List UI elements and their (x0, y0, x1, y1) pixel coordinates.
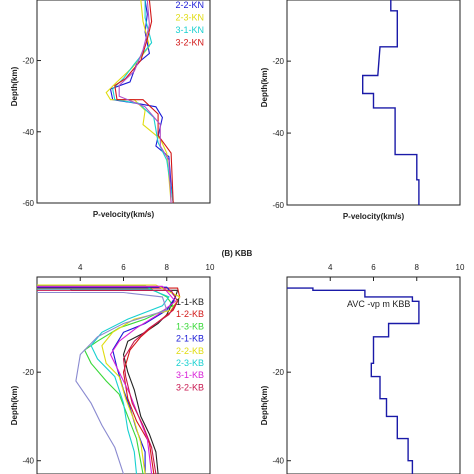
x-tick-label: 6 (371, 263, 376, 272)
series-line-3-1-KN (112, 0, 174, 204)
series-line-2-2-KN (109, 0, 174, 204)
legend-entry: 1-1-KB (176, 297, 204, 307)
legend-entry: 3-2-KN (175, 38, 204, 48)
legend-entry: 2-2-KB (176, 346, 204, 356)
y-tick-label: -40 (22, 457, 34, 466)
x-tick-label: 8 (415, 263, 420, 272)
y-tick-label: -20 (272, 368, 284, 377)
plot-frame (36, 0, 211, 204)
section-label: (B) KBB (222, 249, 253, 258)
x-tick-label: 10 (456, 263, 465, 272)
series-line-2-3-KB (37, 288, 170, 474)
panel-bottom-right (286, 276, 461, 474)
y-tick-label: -40 (272, 457, 284, 466)
series-line-3-2-KB (37, 289, 179, 474)
series-line-0 (362, 0, 420, 205)
x-axis-label: P-velocity(km/s) (93, 210, 155, 219)
legend-entry: 1-3-KB (176, 321, 204, 331)
panel-top-right (286, 0, 461, 206)
series-line-0 (287, 287, 420, 474)
x-axis-label: P-velocity(km/s) (343, 212, 405, 221)
series-line-4 (118, 0, 172, 204)
y-tick-label: -20 (22, 368, 34, 377)
y-tick-label: -20 (272, 57, 284, 66)
y-axis-label: Depth(km) (10, 66, 19, 106)
y-tick-label: -40 (22, 128, 34, 137)
x-tick-label: 4 (78, 263, 83, 272)
x-tick-label: 4 (328, 263, 333, 272)
series-line-2-2-KB (37, 284, 181, 474)
legend-entry: 3-1-KB (176, 370, 204, 380)
panel-top-left (36, 0, 211, 204)
series-line-8 (37, 291, 168, 474)
y-axis-label: Depth(km) (260, 385, 269, 425)
legend-entry: 1-2-KB (176, 309, 204, 319)
y-tick-label: -20 (22, 57, 34, 66)
legend-entry: 3-2-KB (176, 382, 204, 392)
y-axis-label: Depth(km) (260, 67, 269, 107)
y-tick-label: -40 (272, 129, 284, 138)
legend-entry: 2-1-KB (176, 334, 204, 344)
y-tick-label: -60 (22, 199, 34, 208)
y-axis-label: Depth(km) (10, 385, 19, 425)
legend-entry: 2-2-KN (175, 0, 204, 10)
series-line-1-2-KB (37, 287, 181, 474)
legend-entry: 3-1-KN (175, 25, 204, 35)
plot-frame (286, 0, 461, 206)
x-tick-label: 10 (206, 263, 215, 272)
series-line-2-3-KN (105, 0, 172, 204)
chart-annotation: AVC -vp m KBB (347, 299, 410, 309)
x-tick-label: 6 (121, 263, 126, 272)
legend-entry: 2-3-KB (176, 358, 204, 368)
panel-bottom-left (36, 276, 211, 474)
x-tick-label: 8 (165, 263, 170, 272)
legend-entry: 2-3-KN (175, 13, 204, 23)
y-tick-label: -60 (272, 201, 284, 210)
